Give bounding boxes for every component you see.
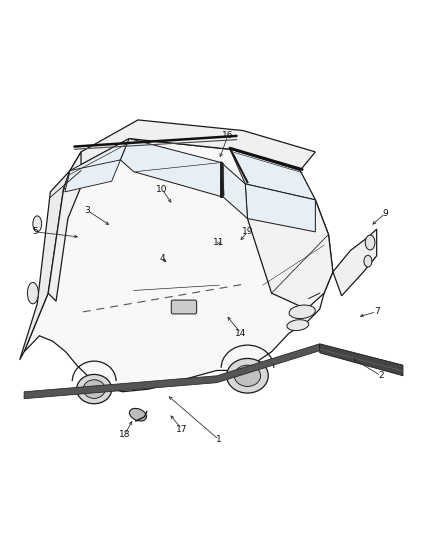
Polygon shape	[230, 149, 315, 200]
Polygon shape	[320, 344, 403, 376]
Ellipse shape	[77, 374, 112, 404]
Text: 16: 16	[222, 132, 233, 140]
Polygon shape	[24, 344, 320, 399]
Text: 14: 14	[235, 329, 247, 337]
Polygon shape	[64, 139, 129, 189]
Text: 18: 18	[119, 430, 131, 439]
Ellipse shape	[289, 305, 315, 319]
Polygon shape	[24, 139, 333, 392]
Ellipse shape	[83, 379, 105, 399]
Ellipse shape	[33, 216, 42, 232]
Text: 7: 7	[374, 308, 380, 316]
Ellipse shape	[234, 365, 261, 386]
Text: 5: 5	[32, 228, 38, 236]
Polygon shape	[245, 184, 333, 309]
Text: 17: 17	[176, 425, 187, 433]
Polygon shape	[333, 229, 377, 296]
Polygon shape	[120, 139, 247, 219]
Text: 9: 9	[382, 209, 389, 217]
Text: 4: 4	[159, 254, 165, 263]
Polygon shape	[245, 184, 315, 232]
Polygon shape	[65, 160, 120, 192]
Ellipse shape	[287, 320, 309, 330]
Text: 2: 2	[378, 372, 384, 380]
Ellipse shape	[364, 255, 372, 267]
Text: 3: 3	[85, 206, 91, 215]
Text: 1: 1	[216, 435, 222, 444]
Ellipse shape	[27, 282, 39, 304]
Text: 11: 11	[213, 238, 225, 247]
Polygon shape	[70, 120, 315, 171]
Text: 10: 10	[156, 185, 168, 193]
Ellipse shape	[226, 358, 268, 393]
Text: 19: 19	[242, 228, 253, 236]
Polygon shape	[48, 152, 81, 301]
Ellipse shape	[129, 408, 147, 421]
Polygon shape	[20, 171, 70, 360]
Ellipse shape	[365, 235, 375, 250]
FancyBboxPatch shape	[171, 300, 197, 314]
